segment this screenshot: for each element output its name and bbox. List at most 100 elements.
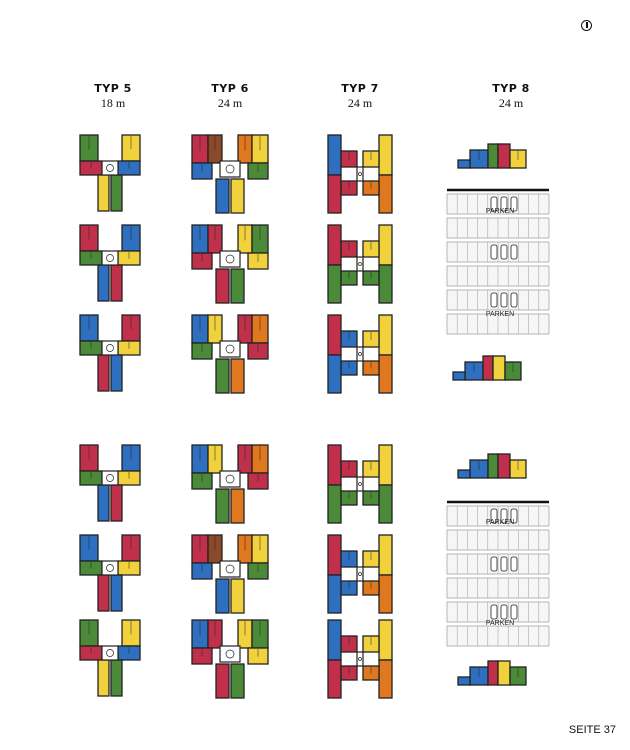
- room-block: [378, 174, 393, 214]
- room-block: [452, 371, 466, 381]
- room-block: [215, 268, 230, 304]
- stair-core: [356, 166, 364, 182]
- type-label: TYP 8: [492, 82, 530, 95]
- stair-icon: [358, 172, 362, 176]
- room-block: [378, 534, 393, 576]
- room-block: [97, 354, 110, 392]
- room-block: [230, 488, 245, 524]
- stair-icon: [358, 572, 362, 576]
- depth-label: 24 m: [347, 96, 373, 110]
- plan-typ5: [79, 224, 141, 302]
- room-block: [497, 143, 511, 169]
- room-block: [215, 178, 230, 214]
- room-block: [492, 355, 506, 381]
- parking-row: [446, 601, 550, 623]
- room-block: [457, 676, 471, 686]
- room-block: [378, 574, 393, 614]
- room-block: [378, 659, 393, 699]
- type-label: TYP 5: [94, 82, 132, 95]
- plan-typ8: [457, 453, 527, 479]
- stair-icon: [225, 254, 235, 264]
- stair-icon: [225, 564, 235, 574]
- stair-core: [219, 560, 241, 578]
- stair-icon: [106, 649, 114, 657]
- room-block: [327, 659, 342, 699]
- parking-row: [446, 313, 550, 335]
- room-block: [230, 578, 245, 614]
- room-block: [378, 134, 393, 176]
- plan-typ7: [327, 314, 393, 394]
- room-block: [327, 619, 342, 661]
- stair-icon: [225, 344, 235, 354]
- car-icon: [500, 604, 508, 620]
- car-icon: [500, 196, 508, 212]
- stair-core: [356, 256, 364, 272]
- plan-typ7: [327, 224, 393, 304]
- car-icon: [500, 556, 508, 572]
- room-block: [327, 224, 342, 266]
- page-number: SEITE 37: [568, 724, 616, 736]
- parking-row: [446, 193, 550, 215]
- stair-core: [101, 470, 119, 486]
- room-block: [378, 354, 393, 394]
- room-block: [110, 659, 123, 697]
- room-block: [230, 358, 245, 394]
- room-block: [327, 574, 342, 614]
- type-label: TYP 7: [341, 82, 379, 95]
- parking-label: PARKEN: [486, 620, 514, 627]
- parking-row: [446, 289, 550, 311]
- plan-typ5: [79, 444, 141, 522]
- room-block: [378, 484, 393, 524]
- car-icon: [490, 604, 498, 620]
- car-icon: [490, 196, 498, 212]
- car-icon: [510, 508, 518, 524]
- parking-label: PARKEN: [486, 208, 514, 215]
- depth-label: 24 m: [217, 96, 243, 110]
- parking-row: [446, 241, 550, 263]
- room-block: [327, 534, 342, 576]
- header-typ5: TYP 5 18 m: [73, 82, 153, 111]
- room-block: [215, 488, 230, 524]
- car-icon: [500, 244, 508, 260]
- stair-core: [219, 340, 241, 358]
- plan-typ5: [79, 134, 141, 212]
- car-icon: [510, 556, 518, 572]
- room-block: [378, 264, 393, 304]
- parking-row: [446, 529, 550, 551]
- stair-core: [356, 476, 364, 492]
- plan-typ6: [191, 619, 269, 699]
- room-block: [97, 484, 110, 522]
- room-block: [378, 444, 393, 486]
- parking-row: [446, 265, 550, 287]
- parking-row: [446, 553, 550, 575]
- car-icon: [490, 556, 498, 572]
- parking-label: PARKEN: [486, 519, 514, 526]
- room-block: [327, 444, 342, 486]
- room-block: [327, 354, 342, 394]
- stair-icon: [358, 482, 362, 486]
- car-icon: [490, 292, 498, 308]
- room-block: [378, 224, 393, 266]
- parking-row: [446, 577, 550, 599]
- room-block: [487, 660, 499, 686]
- room-block: [110, 484, 123, 522]
- room-block: [378, 619, 393, 661]
- car-icon: [510, 292, 518, 308]
- plan-typ7: [327, 534, 393, 614]
- stair-core: [101, 340, 119, 356]
- room-block: [230, 178, 245, 214]
- parking-row: [446, 625, 550, 647]
- parking-lot: [446, 188, 550, 335]
- header-typ7: TYP 7 24 m: [320, 82, 400, 111]
- room-block: [487, 143, 499, 169]
- parking-label: PARKEN: [486, 311, 514, 318]
- stair-core: [219, 250, 241, 268]
- room-block: [487, 453, 499, 479]
- room-block: [327, 484, 342, 524]
- parking-lot: [446, 500, 550, 647]
- room-block: [327, 174, 342, 214]
- plan-typ8: [452, 355, 522, 381]
- room-block: [110, 264, 123, 302]
- room-block: [327, 134, 342, 176]
